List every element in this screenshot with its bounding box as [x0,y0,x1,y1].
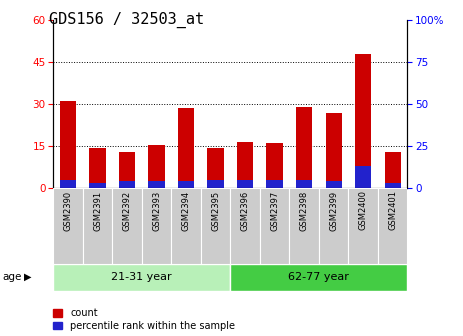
Bar [349,188,378,264]
Text: ▶: ▶ [24,272,31,282]
Bar [355,166,371,188]
Bar [207,180,224,188]
Bar [325,113,342,188]
Bar [296,107,312,188]
Legend: count, percentile rank within the sample: count, percentile rank within the sample [53,308,235,331]
Text: GSM2397: GSM2397 [270,191,279,231]
Bar [113,188,142,264]
Text: GSM2393: GSM2393 [152,191,161,231]
Bar [89,183,106,188]
Bar [207,148,224,188]
Text: GSM2395: GSM2395 [211,191,220,230]
Bar [178,181,194,188]
Text: GSM2399: GSM2399 [329,191,338,230]
Bar [149,181,165,188]
Bar [237,180,253,188]
Bar [171,188,201,264]
Text: GSM2400: GSM2400 [359,191,368,230]
Bar [53,188,83,264]
Bar [119,152,135,188]
Bar [149,145,165,188]
Bar [83,188,113,264]
Bar [325,181,342,188]
Text: GSM2398: GSM2398 [300,191,309,231]
Bar [260,188,289,264]
Bar [60,180,76,188]
Bar [237,142,253,188]
Bar [231,264,407,291]
Text: GSM2390: GSM2390 [63,191,73,230]
Text: GSM2401: GSM2401 [388,191,397,230]
Bar [119,181,135,188]
Text: GDS156 / 32503_at: GDS156 / 32503_at [49,12,204,28]
Bar [89,148,106,188]
Text: 21-31 year: 21-31 year [112,272,172,282]
Bar [231,188,260,264]
Bar [355,54,371,188]
Text: age: age [2,272,22,282]
Bar [385,152,401,188]
Bar [267,143,283,188]
Bar [178,109,194,188]
Text: GSM2396: GSM2396 [241,191,250,231]
Text: GSM2392: GSM2392 [123,191,131,230]
Bar [385,183,401,188]
Bar [267,180,283,188]
Text: 62-77 year: 62-77 year [288,272,349,282]
Bar [319,188,349,264]
Bar [53,264,231,291]
Bar [60,101,76,188]
Bar [201,188,231,264]
Bar [296,180,312,188]
Bar [142,188,171,264]
Bar [289,188,319,264]
Text: GSM2394: GSM2394 [181,191,191,230]
Text: GSM2391: GSM2391 [93,191,102,230]
Bar [378,188,407,264]
